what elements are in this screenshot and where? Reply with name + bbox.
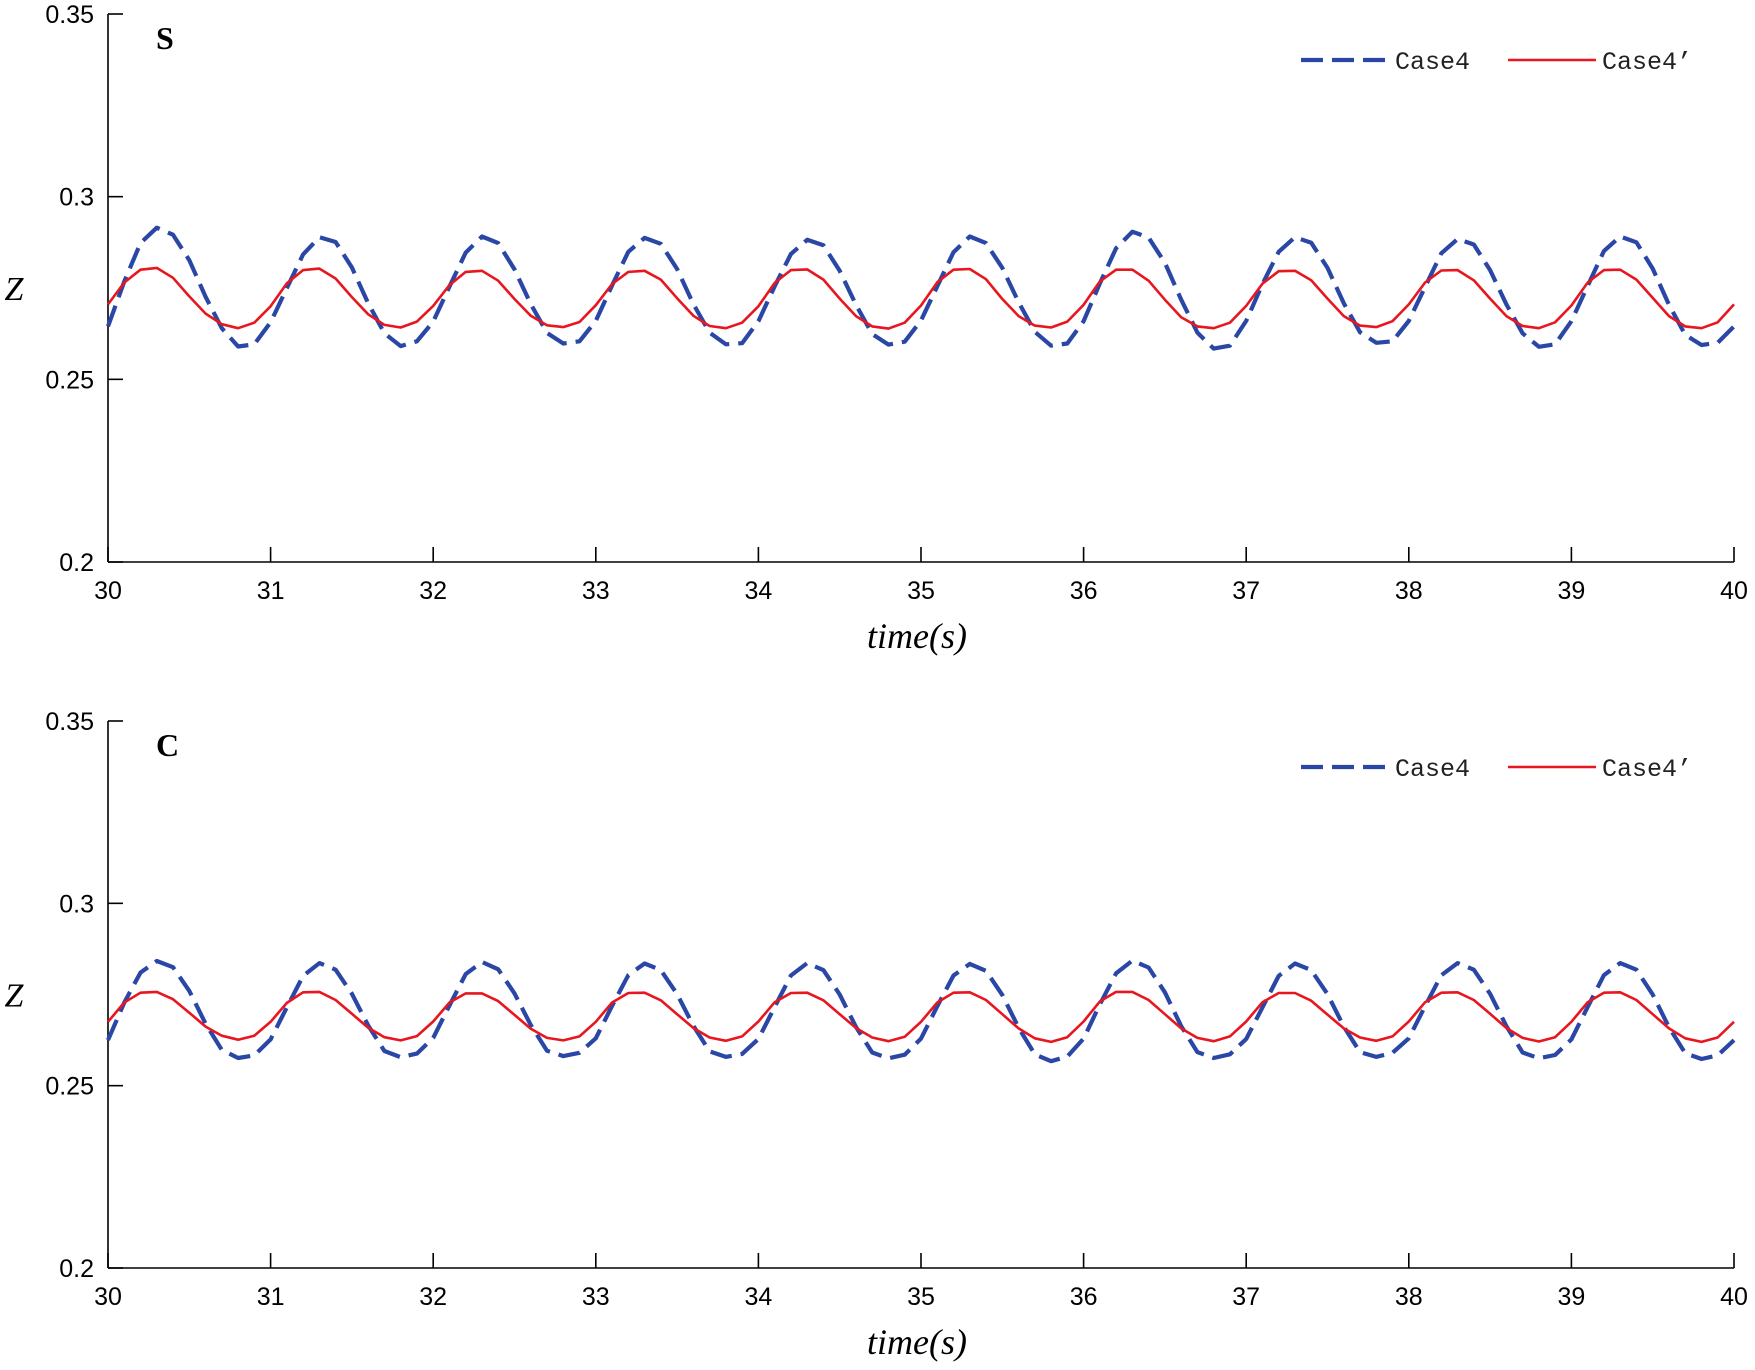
panel-2-x-tick-label: 40	[1720, 1283, 1748, 1311]
panel-2-x-axis-label: time(s)	[867, 1322, 967, 1362]
panel-1-x-tick-label: 33	[582, 577, 610, 605]
panel-1-legend-label-case4-prime: Case4’	[1602, 48, 1692, 77]
panel-2-legend: Case4 Case4’	[1301, 755, 1692, 784]
panel-2-x-tick-label: 39	[1557, 1283, 1585, 1311]
panel-2-x-tick-label: 38	[1395, 1283, 1423, 1311]
panel-1-x-axis-label: time(s)	[867, 616, 967, 656]
panel-1-x-tick-label: 30	[94, 577, 122, 605]
panel-2-series-case4-line	[106, 958, 1736, 1064]
panel-1-x-tick-label: 39	[1557, 577, 1585, 605]
panel-2-legend-label-case4-prime: Case4’	[1602, 755, 1692, 784]
panel-1: 30 31 32 33 34 35 36 37 38 39 40 0.2 0.25 0.3 0.35 time…	[5, 1, 1748, 656]
panel-2-title: C	[156, 727, 179, 763]
panel-2-y-tick-label: 0.35	[45, 708, 94, 736]
panel-2: 30 31 32 33 34 35 36 37 38 39 40 0.2 0.25 0.3 0.35 time…	[5, 708, 1748, 1362]
panel-2-y-tick-label: 0.2	[59, 1255, 94, 1283]
panel-2-x-tick-label: 36	[1070, 1283, 1098, 1311]
panel-1-legend: Case4 Case4’	[1301, 48, 1692, 77]
panel-1-y-tick-label: 0.25	[45, 366, 94, 394]
panel-2-series-case4-prime-line	[107, 990, 1735, 1044]
panel-1-y-axis-label: Z	[5, 271, 25, 308]
panel-1-x-tick-label: 32	[419, 577, 447, 605]
panel-2-x-tick-label: 32	[419, 1283, 447, 1311]
panel-2-y-tick-label: 0.3	[59, 890, 94, 918]
panel-1-x-tick-label: 37	[1232, 577, 1260, 605]
panel-1-y-tick-label: 0.35	[45, 1, 94, 29]
panel-1-title: S	[156, 20, 174, 56]
panel-2-x-tick-label: 34	[744, 1283, 772, 1311]
panel-1-x-tick-label: 31	[257, 577, 285, 605]
panel-1-series-case4-line	[106, 225, 1736, 351]
panel-1-x-tick-label: 40	[1720, 577, 1748, 605]
panel-2-x-tick-label: 35	[907, 1283, 935, 1311]
panel-2-x-tick-label: 33	[582, 1283, 610, 1311]
panel-1-series-case4-prime-line	[106, 266, 1735, 330]
panel-1-x-tick-label: 38	[1395, 577, 1423, 605]
panel-1-y-tick-label: 0.2	[59, 549, 94, 577]
panel-1-x-tick-label: 35	[907, 577, 935, 605]
panel-2-y-tick-label: 0.25	[45, 1073, 94, 1101]
panel-2-y-axis-label: Z	[5, 978, 25, 1015]
panel-1-x-tick-label: 36	[1070, 577, 1098, 605]
panel-1-x-tick-label: 34	[744, 577, 772, 605]
panel-2-x-tick-label: 31	[257, 1283, 285, 1311]
panel-1-legend-label-case4: Case4	[1395, 48, 1470, 77]
panel-2-legend-label-case4: Case4	[1395, 755, 1470, 784]
panel-2-x-tick-label: 30	[94, 1283, 122, 1311]
panel-2-x-tick-label: 37	[1232, 1283, 1260, 1311]
panel-1-y-tick-label: 0.3	[59, 184, 94, 212]
